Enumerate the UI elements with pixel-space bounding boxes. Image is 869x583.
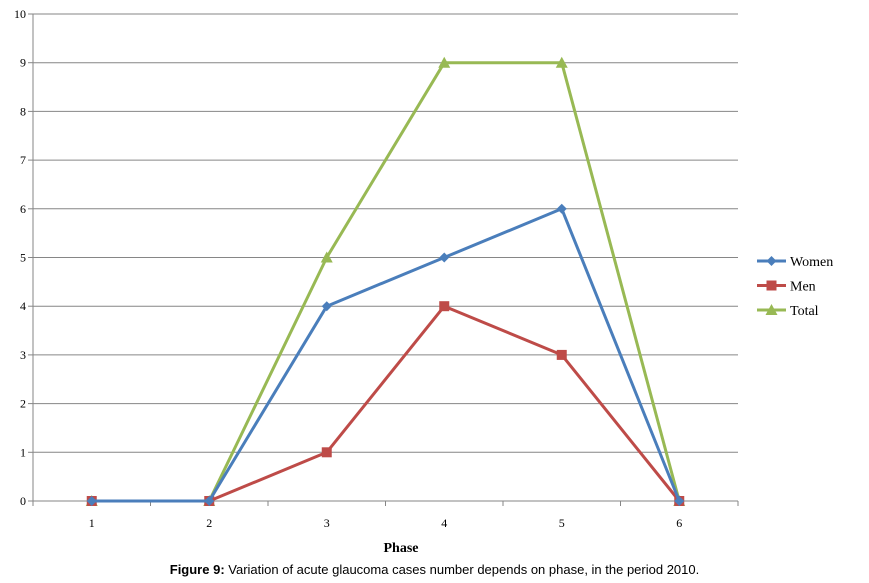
y-tick-label: 5 — [20, 251, 26, 265]
legend-marker-women — [766, 256, 777, 266]
y-tick-label: 7 — [20, 153, 26, 167]
axes — [28, 13, 739, 506]
line-chart: 0 1 2 3 4 5 6 7 8 9 10 1 2 3 4 5 6 Women Men Total Phase — [14, 7, 833, 556]
legend-label-total: Total — [790, 304, 819, 319]
x-tick-label: 2 — [206, 516, 212, 530]
y-tick-label: 1 — [20, 445, 26, 459]
series-lines — [85, 56, 686, 506]
gridlines — [33, 13, 738, 453]
series-women — [86, 203, 685, 506]
y-tick-label: 0 — [20, 494, 26, 508]
y-tick-label: 10 — [14, 7, 26, 21]
y-tick-label: 3 — [20, 348, 26, 362]
data-point-women — [556, 203, 567, 214]
data-point-total — [555, 56, 568, 68]
x-tick-labels: 1 2 3 4 5 6 — [89, 516, 683, 530]
x-tick-label: 1 — [89, 516, 95, 530]
y-tick-label: 4 — [20, 299, 26, 313]
y-tick-label: 8 — [20, 104, 26, 118]
data-point-women — [321, 301, 332, 312]
legend-item-total: Total — [757, 304, 819, 319]
data-point-men — [439, 301, 450, 312]
caption-text: Variation of acute glaucoma cases number… — [224, 562, 700, 577]
legend-marker-men — [766, 280, 777, 291]
legend-item-women: Women — [757, 255, 833, 270]
x-tick-label: 3 — [324, 516, 330, 530]
legend: Women Men Total — [757, 255, 833, 319]
data-point-women — [674, 496, 685, 506]
data-point-men — [321, 447, 332, 458]
legend-marker-total — [765, 304, 778, 315]
x-tick-label: 5 — [559, 516, 565, 530]
series-line-women — [91, 207, 681, 503]
data-point-women — [439, 252, 450, 263]
y-tick-labels: 0 1 2 3 4 5 6 7 8 9 10 — [14, 7, 26, 508]
legend-label-men: Men — [790, 280, 816, 295]
y-tick-label: 6 — [20, 202, 26, 216]
data-point-total — [320, 251, 333, 263]
y-tick-label: 9 — [20, 56, 26, 70]
data-point-men — [556, 349, 567, 360]
legend-item-men: Men — [757, 280, 816, 295]
data-point-women — [86, 496, 97, 506]
x-tick-label: 4 — [441, 516, 447, 530]
legend-label-women: Women — [790, 255, 833, 270]
figure-caption: Figure 9: Variation of acute glaucoma ca… — [0, 562, 869, 577]
caption-label: Figure 9: — [169, 562, 225, 577]
x-tick-label: 6 — [676, 516, 682, 530]
data-point-women — [204, 496, 215, 506]
y-tick-label: 2 — [20, 397, 26, 411]
data-point-total — [438, 56, 451, 68]
x-axis-label: Phase — [384, 541, 419, 556]
